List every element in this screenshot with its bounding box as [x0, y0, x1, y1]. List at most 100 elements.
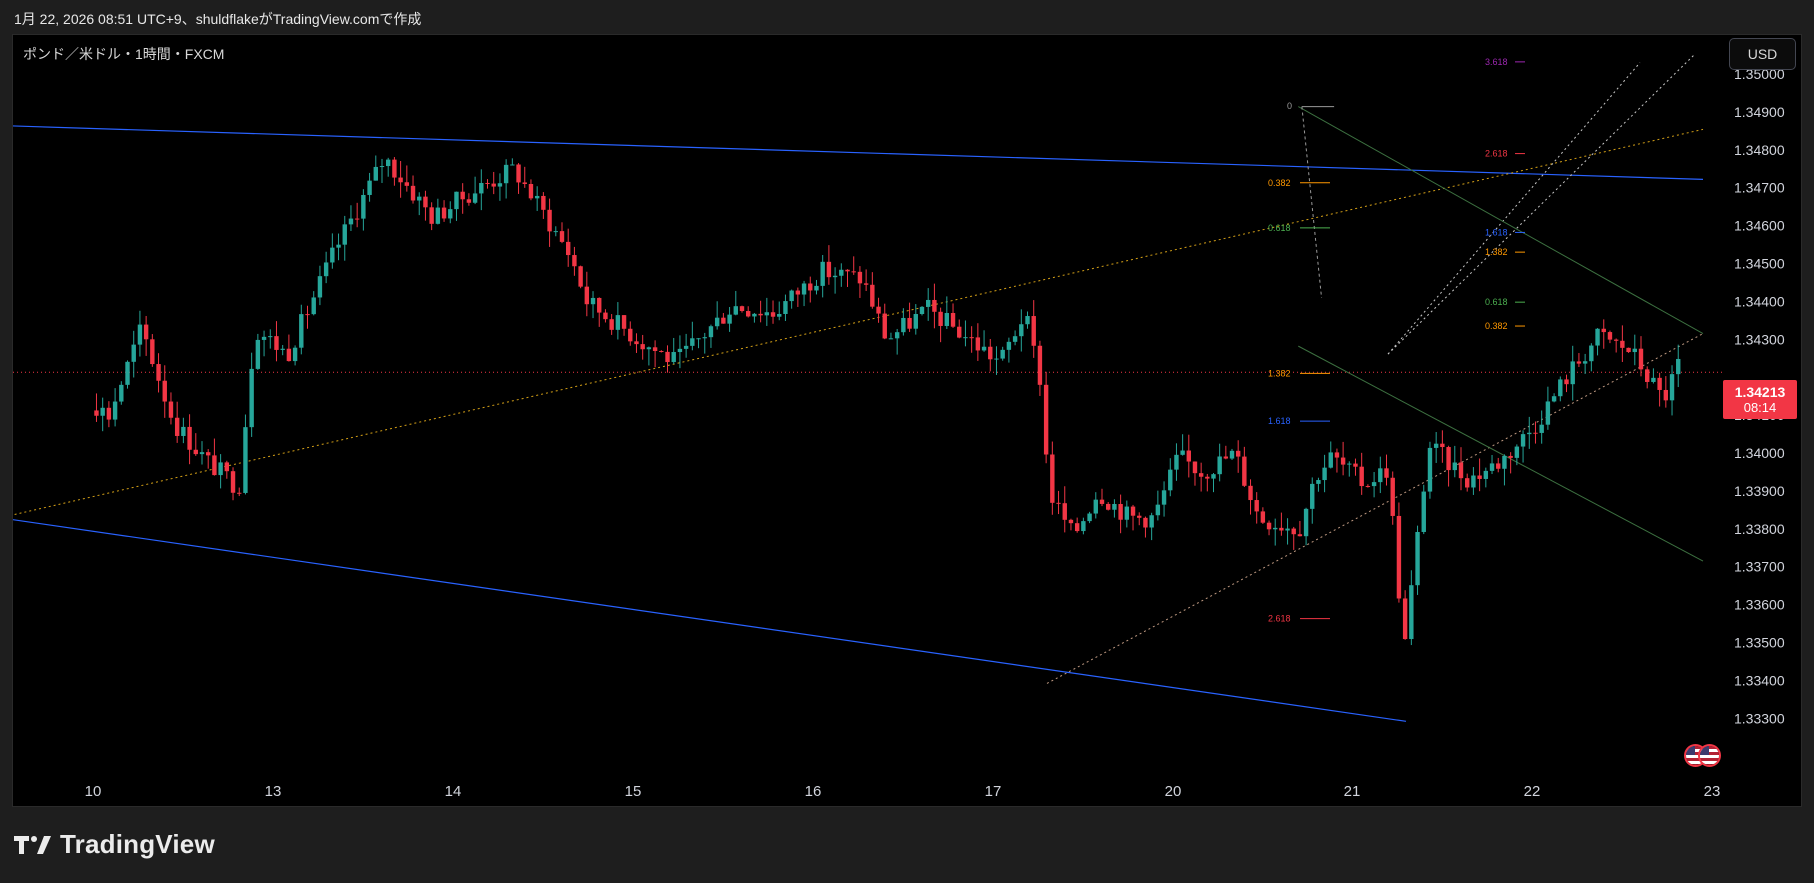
candle-body [1632, 348, 1637, 353]
candle-body [994, 358, 999, 360]
candle-body [429, 207, 434, 224]
candle-body [112, 401, 118, 420]
candle-body [1638, 348, 1644, 370]
candle-body [410, 185, 416, 201]
candle-body [268, 336, 273, 338]
candle-body [733, 306, 738, 315]
candle-body [609, 319, 614, 330]
candle-body [1235, 450, 1241, 457]
candle-body [510, 164, 515, 166]
fib-label: 1.382 [1268, 368, 1291, 378]
candle-body [1019, 324, 1024, 337]
candle-body [1328, 452, 1333, 468]
candle-body [894, 332, 900, 339]
candle-body [1118, 504, 1123, 520]
candle-body [336, 244, 341, 248]
candle-body [1310, 483, 1315, 509]
x-tick-label: 22 [1524, 783, 1541, 800]
candle-body [1322, 467, 1327, 481]
y-tick-label: 1.34000 [1734, 445, 1785, 461]
candle-body [417, 196, 422, 201]
candle-body [1452, 462, 1457, 471]
tradingview-logo-icon [14, 835, 51, 854]
candle-body [1205, 476, 1210, 479]
candle-body [156, 364, 161, 381]
y-tick-label: 1.34800 [1734, 142, 1785, 158]
candle-body [187, 426, 192, 450]
x-tick-label: 21 [1344, 783, 1361, 800]
candle-body [975, 337, 981, 351]
candle-body [913, 314, 918, 329]
candle-body [1421, 491, 1426, 532]
candle-body [330, 247, 335, 263]
y-tick-label: 1.34400 [1734, 293, 1785, 309]
candle-body [0, 378, 4, 382]
candle-body [541, 195, 546, 210]
candle-body [1607, 332, 1613, 340]
candle-body [814, 285, 819, 291]
x-tick-label: 17 [985, 783, 1002, 800]
candle-body [286, 348, 292, 362]
candle-body [547, 209, 552, 232]
candle-body [1174, 454, 1179, 470]
candle-body [907, 317, 912, 329]
candle-body [435, 207, 441, 224]
candle-body [603, 312, 608, 320]
candle-body [919, 306, 925, 315]
candle-body [1266, 522, 1272, 530]
candle-body [255, 339, 261, 369]
candle-body [1161, 490, 1167, 505]
candle-body [932, 299, 937, 312]
candle-body [1508, 455, 1513, 458]
candle-body [249, 368, 254, 428]
candle-body [950, 313, 956, 327]
candle-body [870, 284, 875, 307]
candle-body [1409, 585, 1414, 640]
candle-body [1279, 527, 1284, 531]
candle-body [1433, 443, 1439, 448]
candle-body [174, 417, 180, 436]
candle-body [640, 344, 645, 350]
candle-body [342, 224, 347, 245]
candle-body [1520, 434, 1526, 447]
x-tick-label: 14 [445, 783, 462, 800]
candle-body [981, 346, 987, 351]
candle-body [398, 177, 403, 183]
candle-body [770, 312, 776, 317]
candle-body [1676, 358, 1681, 375]
symbol-title: ポンド／米ドル・1時間・FXCM [23, 46, 225, 62]
candle-body [727, 314, 732, 324]
candle-body [1471, 475, 1476, 488]
currency-button[interactable]: USD [1729, 38, 1796, 70]
candle-body [224, 462, 230, 472]
fib-label: 0.618 [1268, 223, 1291, 233]
fan-line [1387, 62, 1641, 355]
candle-body [1427, 447, 1433, 492]
candle-body [94, 410, 99, 416]
candle-body [926, 299, 931, 307]
candle-body [820, 261, 825, 286]
candle-body [323, 262, 329, 277]
price-axis [1723, 35, 1801, 806]
candle-body [168, 401, 174, 418]
candle-body [863, 283, 869, 285]
candle-body [566, 241, 571, 256]
chart-frame[interactable] [12, 34, 1802, 807]
candle-body [1155, 504, 1161, 516]
candle-body [1390, 477, 1395, 516]
candle-body [690, 338, 695, 346]
candle-body [379, 166, 385, 168]
candle-body [1093, 499, 1098, 514]
candle-body [1242, 456, 1247, 486]
candle-body [503, 164, 509, 184]
candle-body [466, 199, 472, 203]
us-flag-icon[interactable] [1698, 744, 1721, 767]
candle-body [615, 315, 621, 330]
tradingview-logo[interactable]: TradingView [14, 829, 215, 860]
candle-body [882, 313, 887, 339]
candle-body [746, 311, 751, 317]
x-tick-label: 20 [1165, 783, 1182, 800]
x-tick-label: 13 [265, 783, 282, 800]
candle-body [1489, 463, 1495, 471]
